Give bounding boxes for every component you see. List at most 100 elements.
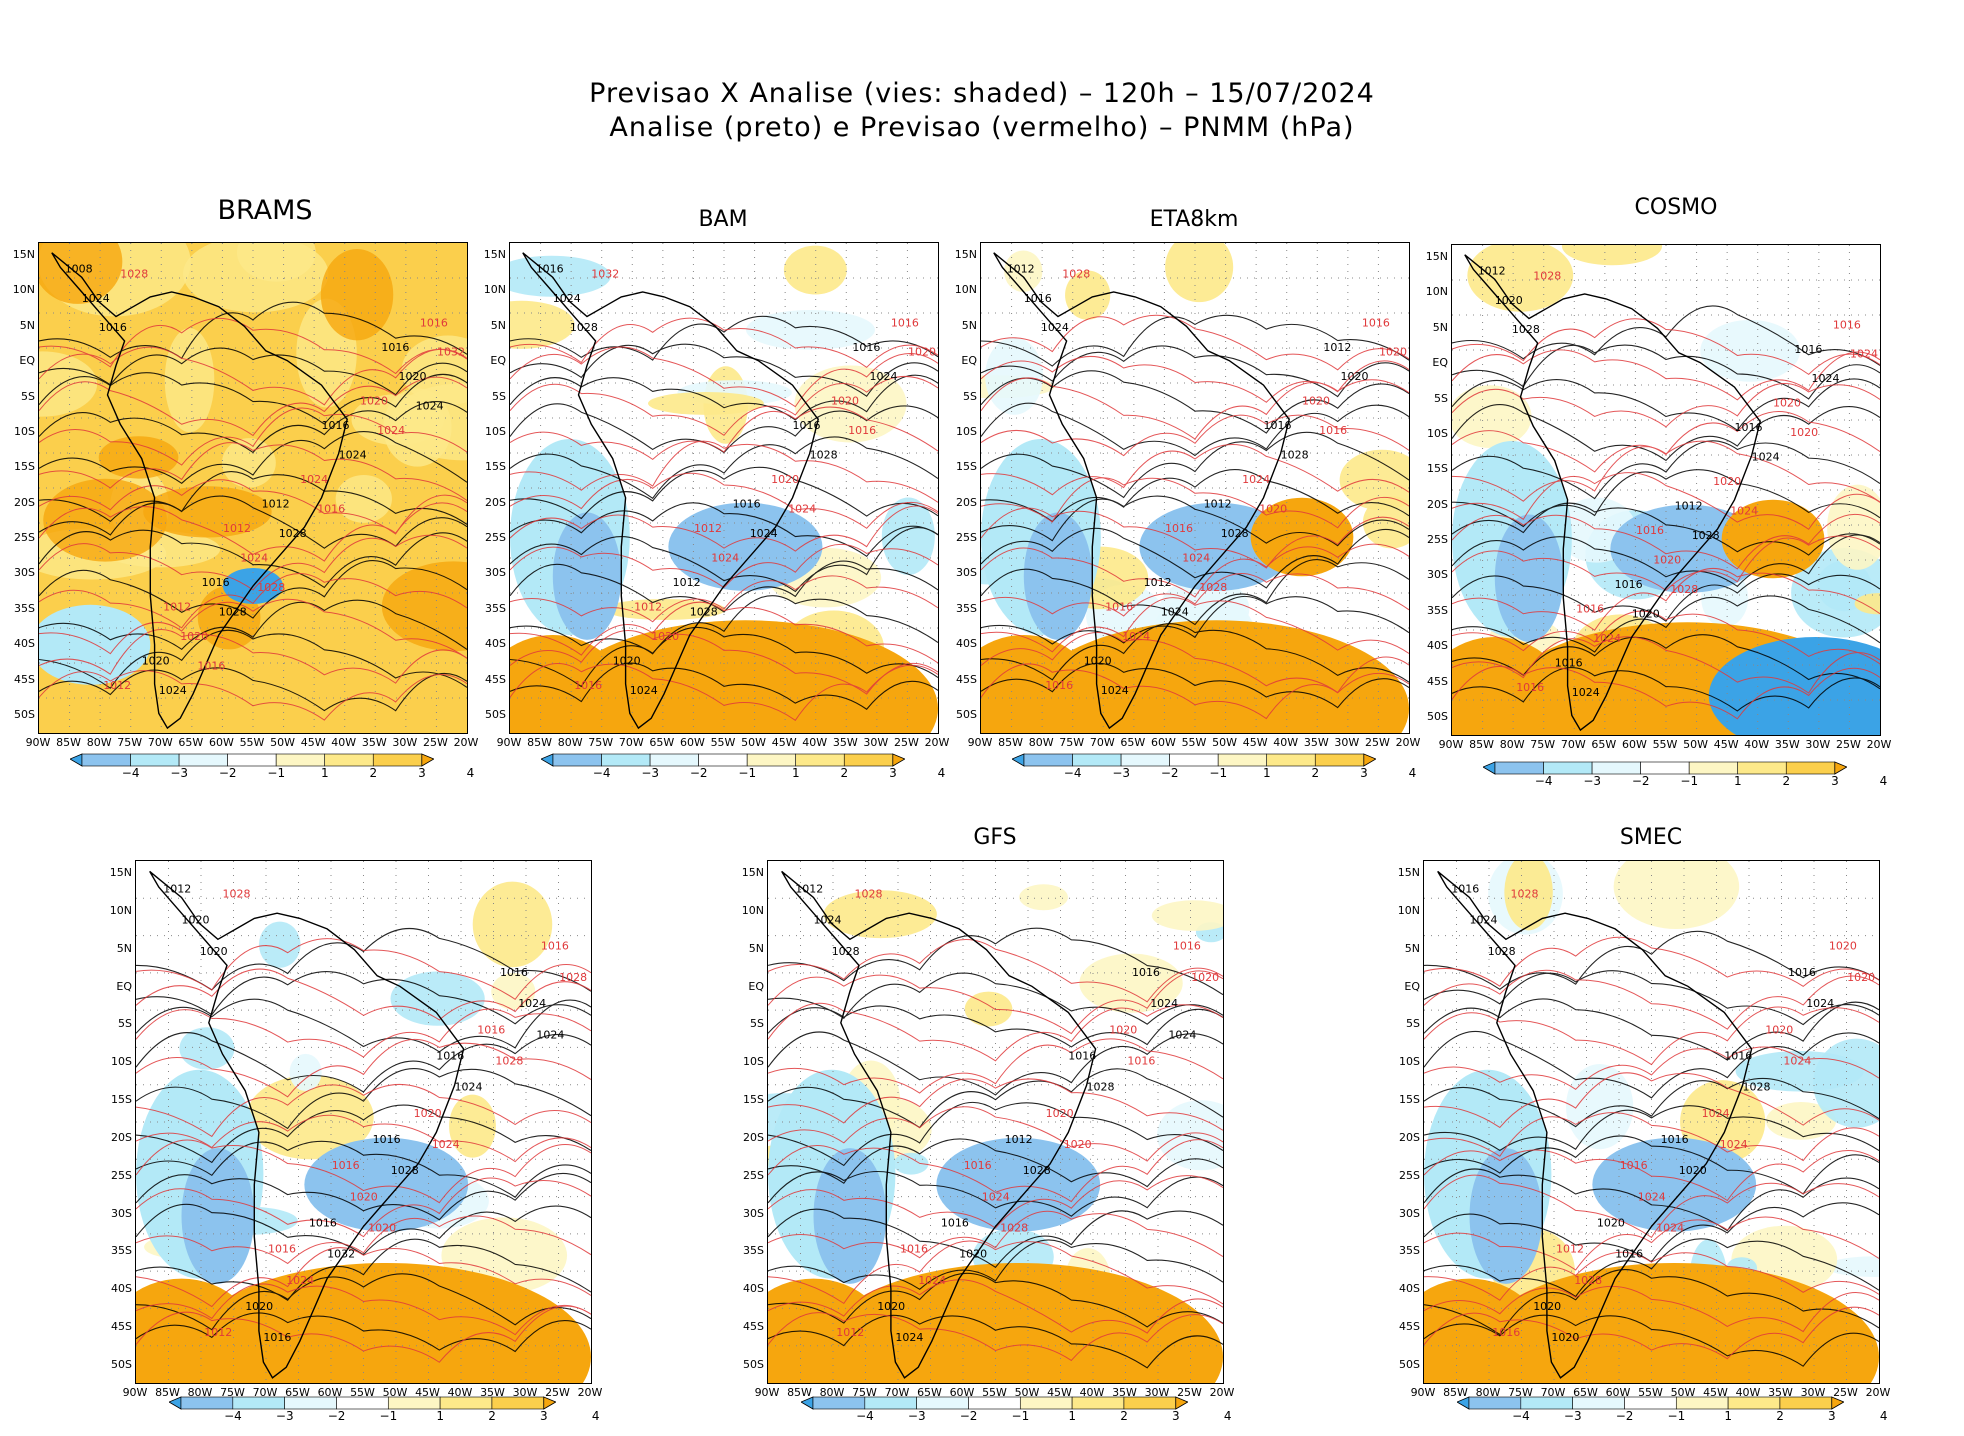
- contour-label: 1028: [1199, 581, 1227, 594]
- lon-label: 65W: [1591, 738, 1617, 751]
- contour-label: 1024: [750, 527, 778, 540]
- lat-label: 50S: [14, 708, 35, 721]
- contour-label: 1016: [1362, 316, 1390, 329]
- lon-label: 40W: [447, 1386, 473, 1399]
- lat-label: 20S: [1399, 1130, 1420, 1144]
- contour-label: 1020: [399, 370, 427, 383]
- lat-label: 10S: [1427, 426, 1448, 440]
- lon-label: 60W: [1150, 736, 1176, 749]
- lon-label: 60W: [208, 736, 234, 749]
- continent-outline-bam: [522, 252, 819, 730]
- lon-label: 80W: [86, 736, 112, 749]
- contour-label: 1020: [350, 1190, 378, 1203]
- lon-label: 65W: [649, 736, 675, 749]
- lon-label: 70W: [884, 1386, 910, 1399]
- lon-label: 75W: [1059, 736, 1085, 749]
- contour-label: 1012: [262, 498, 290, 511]
- contour-label: 1024: [286, 1274, 314, 1287]
- lon-label: 60W: [679, 736, 705, 749]
- contour-label: 1012: [836, 1326, 864, 1339]
- lon-label: 55W: [710, 736, 736, 749]
- grid-lines-eta8km: [981, 243, 1409, 733]
- contour-label: 1016: [733, 498, 761, 511]
- lon-label: 20W: [1209, 1386, 1235, 1399]
- contour-label: 1012: [163, 601, 191, 614]
- lat-label: 20S: [111, 1130, 132, 1144]
- lon-label: 60W: [1605, 1386, 1631, 1399]
- lon-label: 45W: [771, 736, 797, 749]
- lon-label: 25W: [1177, 1386, 1202, 1399]
- colorbar-label: −2: [1160, 766, 1179, 780]
- lat-label: 25S: [485, 531, 506, 545]
- contour-label: 1024: [1122, 630, 1150, 643]
- lon-label: 40W: [1735, 1386, 1761, 1399]
- title-line-1: Previsao X Analise (vies: shaded) – 120h…: [589, 78, 1375, 109]
- contour-label: 1020: [1773, 397, 1801, 410]
- colorbar-label: 2: [840, 766, 849, 780]
- colorbar-label: 3: [418, 766, 426, 780]
- contour-label: 1028: [690, 605, 718, 618]
- lat-label: 30S: [743, 1206, 764, 1220]
- contour-label: 1028: [120, 267, 148, 280]
- contour-label: 1020: [200, 945, 228, 958]
- lat-label: 15N: [109, 866, 132, 879]
- map-canvas-smec: 1016 1016 1016 1012 1016 1016 1016 1020 1020 1020…: [1424, 861, 1879, 1383]
- lat-label: 30S: [485, 566, 506, 580]
- contour-label: 1028: [495, 1055, 523, 1068]
- contour-label: 1016: [1132, 966, 1160, 979]
- lon-label: 25W: [1833, 1386, 1858, 1399]
- lat-label: 15S: [743, 1093, 764, 1107]
- contour-label: 1028: [257, 581, 285, 594]
- contour-label: 1016: [1615, 1248, 1643, 1261]
- lat-label: 5N: [961, 318, 977, 332]
- contour-label: 1016: [1492, 1326, 1520, 1339]
- continent-outline-cosmo: [1464, 254, 1761, 732]
- contour-label: 1024: [1656, 1222, 1684, 1235]
- lat-label: 25S: [1399, 1168, 1420, 1182]
- lat-label: 15N: [741, 866, 764, 879]
- lat-label: 15N: [12, 248, 35, 261]
- lon-label: 80W: [1475, 1386, 1501, 1399]
- contour-label: 1016: [1264, 419, 1292, 432]
- lat-label: 5S: [1406, 1017, 1420, 1031]
- lon-label: 45W: [1047, 1386, 1072, 1399]
- contour-label: 1024: [432, 1138, 460, 1151]
- colorbar-label: −2: [327, 1409, 346, 1423]
- colorbar-label: 3: [1172, 1409, 1180, 1423]
- contour-label: 1024: [711, 552, 739, 565]
- panel-title-eta8km: ETA8km: [1149, 207, 1239, 232]
- contour-label: 1016: [1319, 424, 1347, 437]
- contour-label: 1012: [694, 522, 722, 535]
- colorbar-label: 1: [1262, 766, 1271, 780]
- lat-label: 50S: [111, 1358, 132, 1371]
- contour-label: 1012: [204, 1326, 232, 1339]
- lon-label: 25W: [893, 736, 919, 749]
- colorbar-label: −1: [1011, 1409, 1030, 1423]
- lon-label: 35W: [1774, 738, 1800, 751]
- colorbar-label: −2: [689, 766, 708, 780]
- contour-label: 1024: [788, 503, 816, 516]
- contour-label: 1020: [360, 395, 388, 408]
- lon-label: 90W: [122, 1386, 148, 1399]
- lat-label: EQ: [1404, 979, 1420, 993]
- bias-shading-bam: [510, 245, 938, 733]
- contour-label: 1016: [900, 1243, 928, 1256]
- map-canvas-bottom-left: 1012 1016 1016 1016 1016 1012 1016 1016 1016 1016…: [136, 861, 591, 1383]
- lat-label: 15S: [956, 460, 977, 474]
- contour-label: 1020: [180, 630, 208, 643]
- contour-label: 1028: [810, 449, 838, 462]
- lon-label: 45W: [1703, 1386, 1728, 1399]
- lat-label: 40S: [956, 637, 977, 651]
- lon-label: 85W: [787, 1386, 812, 1399]
- contour-label: 1024: [536, 1029, 564, 1042]
- grid-lines-brams: [39, 243, 467, 733]
- continent-outline-eta8km: [993, 252, 1290, 730]
- lon-label: 35W: [1303, 736, 1329, 749]
- lat-label: 15S: [485, 460, 506, 474]
- map-bam: 1016 1012 1016 1012 1016 1016 1016 1016 1012 1020…: [509, 242, 939, 734]
- lon-label: 75W: [220, 1386, 245, 1399]
- contour-label: 1016: [1068, 1049, 1096, 1062]
- lat-label: 10N: [954, 283, 977, 297]
- contour-label: 1020: [877, 1300, 905, 1313]
- contour-label: 1016: [99, 321, 127, 334]
